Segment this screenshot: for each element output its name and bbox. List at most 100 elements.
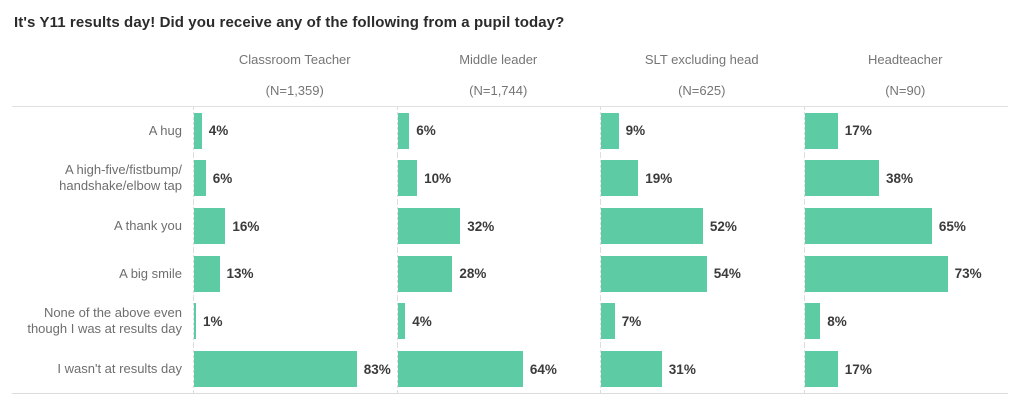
- bar: [601, 303, 615, 340]
- bar: [804, 255, 948, 292]
- bar-cell: 16%: [193, 202, 397, 250]
- value-label: 17%: [844, 361, 872, 377]
- row-label: A hug: [148, 122, 182, 138]
- value-label: 13%: [226, 266, 254, 282]
- column-header: SLT excluding head (N=625): [600, 51, 804, 99]
- bar-row: A high-five/fistbump/ handshake/elbow ta…: [12, 154, 1008, 203]
- bar-cell: 65%: [803, 202, 1008, 250]
- bar: [194, 351, 357, 388]
- row-label: I wasn't at results day: [57, 361, 182, 377]
- bar-row: A thank you 16% 32% 52% 65%: [12, 202, 1008, 250]
- column-header-name: Classroom Teacher: [238, 52, 351, 67]
- value-label: 65%: [938, 218, 966, 234]
- value-label: 4%: [208, 123, 229, 139]
- chart-title: It's Y11 results day! Did you receive an…: [14, 14, 565, 31]
- value-label: 31%: [668, 361, 696, 377]
- bar-cell: 9%: [600, 107, 804, 155]
- bar: [804, 112, 838, 149]
- bar: [397, 351, 523, 388]
- bar: [194, 303, 196, 340]
- bar-cell: 83%: [193, 345, 397, 393]
- bar-cell: 1%: [193, 297, 397, 346]
- bar-cell: 31%: [600, 345, 804, 393]
- value-label: 73%: [954, 266, 982, 282]
- column-header-n-count: (N=625): [678, 83, 726, 98]
- value-label: 9%: [625, 123, 646, 139]
- bar: [804, 303, 821, 340]
- column-header: Headteacher (N=90): [804, 51, 1008, 99]
- row-label: A high-five/fistbump/ handshake/elbow ta…: [59, 162, 182, 194]
- bar: [194, 208, 226, 245]
- row-label: None of the above even though I was at r…: [27, 305, 182, 337]
- column-header-name: Headteacher: [868, 52, 943, 67]
- bar: [194, 255, 220, 292]
- bar-cell: 4%: [193, 107, 397, 155]
- value-label: 16%: [232, 218, 260, 234]
- bar: [601, 255, 707, 292]
- value-label: 83%: [363, 361, 391, 377]
- bar-cell: 64%: [396, 345, 601, 393]
- bar-row: I wasn't at results day 83% 64% 31% 17%: [12, 345, 1008, 393]
- value-label: 38%: [886, 170, 914, 186]
- bar-cell: 28%: [396, 249, 601, 298]
- bar-cell: 6%: [193, 154, 397, 203]
- bar-cell: 17%: [803, 345, 1008, 393]
- value-label: 4%: [412, 313, 432, 329]
- column-header-n-count: (N=90): [885, 83, 926, 98]
- value-label: 6%: [212, 170, 233, 186]
- bar: [397, 255, 453, 292]
- bar: [194, 160, 206, 197]
- bar-cell: 73%: [803, 249, 1008, 298]
- value-label: 17%: [844, 123, 872, 139]
- column-header-spacer: [12, 51, 193, 99]
- bar: [397, 160, 418, 197]
- value-label: 7%: [621, 313, 642, 329]
- bar: [601, 112, 619, 149]
- value-label: 10%: [424, 170, 452, 186]
- bar: [601, 351, 662, 388]
- value-label: 1%: [203, 313, 223, 329]
- column-header-n-count: (N=1,744): [469, 83, 528, 98]
- chart: Classroom Teacher (N=1,359) Middle leader (…: [12, 51, 1008, 394]
- column-header: Middle leader (N=1,744): [397, 51, 601, 99]
- bar-cell: 8%: [803, 297, 1008, 346]
- column-header-name: Middle leader: [459, 52, 538, 67]
- value-label: 6%: [416, 123, 436, 139]
- column-headers: Classroom Teacher (N=1,359) Middle leader (…: [12, 51, 1008, 99]
- bar-cell: 54%: [600, 249, 804, 298]
- bar: [601, 160, 639, 197]
- bar-cell: 4%: [396, 297, 601, 346]
- bar: [397, 112, 410, 149]
- value-label: 8%: [827, 313, 847, 329]
- bar: [601, 208, 703, 245]
- bar-cell: 6%: [396, 107, 601, 155]
- column-header-name: SLT excluding head: [644, 52, 759, 67]
- value-label: 19%: [645, 170, 673, 186]
- value-label: 28%: [459, 266, 487, 282]
- row-label: A big smile: [119, 265, 182, 281]
- bar: [804, 351, 838, 388]
- bar-cell: 17%: [803, 107, 1008, 155]
- bar-cell: 7%: [600, 297, 804, 346]
- column-header-n-count: (N=1,359): [265, 83, 324, 98]
- bar-row: None of the above even though I was at r…: [12, 297, 1008, 346]
- bar-cell: 10%: [396, 154, 601, 203]
- bar-cell: 13%: [193, 249, 397, 298]
- value-label: 64%: [529, 361, 557, 377]
- bar-cell: 19%: [600, 154, 804, 203]
- bar: [397, 303, 406, 340]
- bar-cell: 52%: [600, 202, 804, 250]
- value-label: 52%: [709, 218, 737, 234]
- value-label: 54%: [713, 266, 741, 282]
- bar-grid: A hug 4% 6% 9% 17% A high-five/fistbump/ hand…: [12, 106, 1008, 394]
- bar-cell: 38%: [803, 154, 1008, 203]
- bar-row: A hug 4% 6% 9% 17%: [12, 107, 1008, 155]
- column-header: Classroom Teacher (N=1,359): [193, 51, 397, 99]
- bar: [804, 208, 932, 245]
- bar-row: A big smile 13% 28% 54% 73%: [12, 249, 1008, 298]
- row-label: A thank you: [114, 218, 182, 234]
- bar: [804, 160, 879, 197]
- bar: [397, 208, 461, 245]
- value-label: 32%: [467, 218, 495, 234]
